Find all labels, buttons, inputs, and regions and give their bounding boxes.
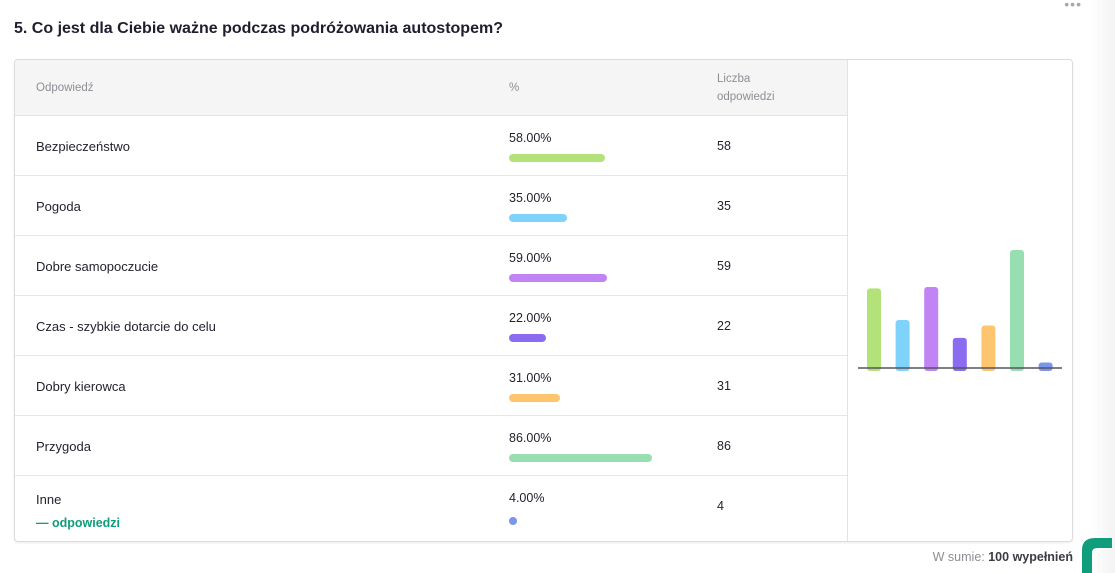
chart-bar[interactable]: [924, 287, 939, 371]
header-answer: Odpowiedź: [36, 81, 94, 94]
table-header: Odpowiedź % Liczba odpowiedzi: [15, 60, 847, 116]
row-count: 22: [717, 319, 731, 333]
row-count: 4: [717, 499, 724, 513]
row-count: 86: [717, 439, 731, 453]
row-percent: 31.00%: [509, 371, 552, 385]
row-answer: Pogoda: [36, 199, 81, 214]
table-row: Pogoda 35.00% 35: [15, 176, 847, 236]
row-answer: Inne: [36, 492, 62, 507]
results-panel: Odpowiedź % Liczba odpowiedzi Bezpieczeń…: [14, 59, 1073, 542]
table-body: Bezpieczeństwo 58.00% 58 Pogoda 35.00% 35 Dobr…: [15, 116, 847, 541]
more-dots-icon[interactable]: •••: [1064, 0, 1082, 12]
page-edge-shadow: [1089, 0, 1115, 573]
chart-bar[interactable]: [952, 337, 967, 371]
row-percent: 22.00%: [509, 311, 552, 325]
row-percent: 86.00%: [509, 431, 552, 445]
percent-dot: [509, 517, 517, 525]
total-summary: W sumie: 100 wypełnień: [933, 550, 1073, 564]
chart-bar[interactable]: [867, 288, 881, 371]
percent-bar: [509, 214, 567, 222]
chart-bar[interactable]: [981, 325, 996, 371]
other-answers-link[interactable]: — odpowiedzi: [36, 516, 121, 530]
brand-logo-icon[interactable]: [1078, 534, 1115, 573]
row-count: 35: [717, 199, 731, 213]
row-answer: Bezpieczeństwo: [36, 139, 130, 154]
percent-bar: [509, 334, 546, 342]
percent-bar: [509, 154, 605, 162]
row-percent: 58.00%: [509, 131, 552, 145]
chart-bar[interactable]: [1038, 362, 1053, 371]
total-prefix: W sumie:: [932, 550, 985, 564]
percent-bar: [509, 274, 607, 282]
row-percent: 35.00%: [509, 191, 552, 205]
header-percent: %: [509, 81, 520, 94]
results-table: Odpowiedź % Liczba odpowiedzi Bezpieczeń…: [15, 60, 848, 541]
table-row: Dobry kierowca 31.00% 31: [15, 356, 847, 416]
total-count: 100 wypełnień: [988, 550, 1073, 564]
row-answer: Przygoda: [36, 439, 91, 454]
row-percent: 4.00%: [509, 491, 545, 505]
table-row: Czas - szybkie dotarcie do celu 22.00% 22: [15, 296, 847, 356]
header-count: Liczba odpowiedzi: [717, 70, 775, 106]
row-percent: 59.00%: [509, 251, 552, 265]
bar-chart-svg: [858, 250, 1062, 371]
row-count: 58: [717, 139, 731, 153]
chart-bar[interactable]: [895, 319, 910, 371]
header-count-line2: odpowiedzi: [717, 90, 775, 103]
row-count: 59: [717, 259, 731, 273]
table-row: Przygoda 86.00% 86: [15, 416, 847, 476]
question-title: 5. Co jest dla Ciebie ważne podczas podr…: [14, 20, 503, 37]
row-answer: Dobre samopoczucie: [36, 259, 159, 274]
header-count-line1: Liczba: [717, 72, 751, 85]
percent-bar: [509, 394, 560, 402]
chart-bar[interactable]: [1010, 250, 1024, 371]
row-answer: Dobry kierowca: [36, 379, 126, 394]
table-row: Bezpieczeństwo 58.00% 58: [15, 116, 847, 176]
row-count: 31: [717, 379, 731, 393]
table-row: Inne — odpowiedzi 4.00% 4: [15, 476, 847, 541]
table-row: Dobre samopoczucie 59.00% 59: [15, 236, 847, 296]
percent-bar: [509, 454, 652, 462]
bar-chart: [848, 60, 1072, 541]
row-answer: Czas - szybkie dotarcie do celu: [36, 319, 216, 334]
